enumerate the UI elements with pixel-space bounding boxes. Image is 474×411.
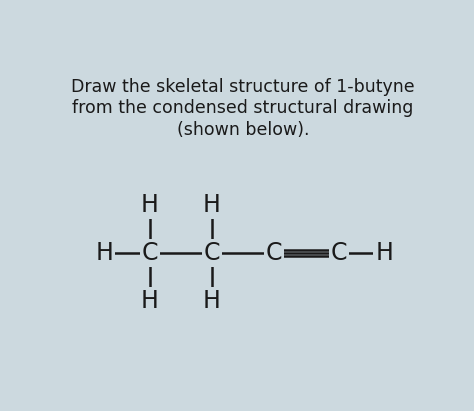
Text: C: C — [266, 241, 282, 265]
Text: H: H — [203, 289, 221, 313]
Text: (shown below).: (shown below). — [177, 120, 309, 139]
Text: H: H — [141, 289, 159, 313]
Text: C: C — [204, 241, 220, 265]
Text: H: H — [96, 241, 113, 265]
Text: C: C — [141, 241, 158, 265]
Text: H: H — [203, 193, 221, 217]
Text: H: H — [375, 241, 393, 265]
Text: C: C — [331, 241, 347, 265]
Text: Draw the skeletal structure of 1-butyne: Draw the skeletal structure of 1-butyne — [71, 78, 415, 96]
Text: from the condensed structural drawing: from the condensed structural drawing — [72, 99, 414, 117]
Text: H: H — [141, 193, 159, 217]
